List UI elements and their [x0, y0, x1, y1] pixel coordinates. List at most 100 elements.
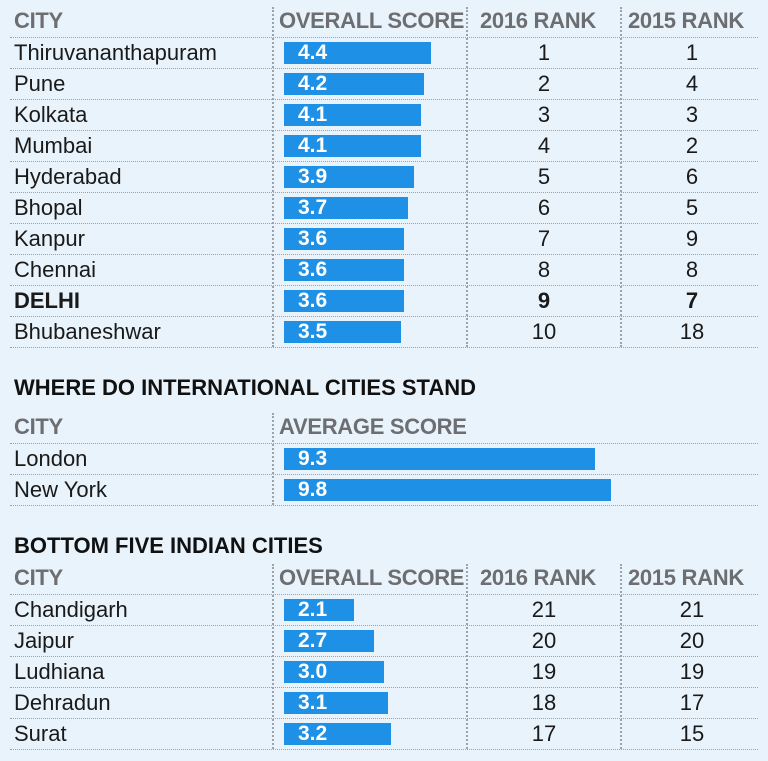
table-row: Bhopal 3.7 6 5 [0, 192, 768, 223]
table-row: Thiruvananthapuram 4.4 1 1 [0, 37, 768, 68]
row-divider [10, 316, 758, 317]
score-label: 4.2 [298, 72, 328, 95]
rank-2016: 19 [531, 659, 557, 684]
rank-2015: 21 [679, 597, 705, 622]
column-separator [620, 564, 622, 749]
rank-2015: 18 [679, 319, 705, 344]
score-label: 3.0 [298, 660, 328, 683]
row-divider [10, 254, 758, 255]
row-divider [10, 474, 758, 475]
column-header: CITY [14, 565, 63, 590]
rank-2016: 17 [531, 721, 557, 746]
rank-2016: 2 [537, 71, 551, 96]
rank-2015: 19 [679, 659, 705, 684]
score-bar: 4.4 [284, 42, 431, 64]
rank-2015: 20 [679, 628, 705, 653]
city-name: Pune [14, 71, 66, 96]
row-divider [10, 99, 758, 100]
table-row: New York 9.8 [0, 474, 768, 505]
rank-2015: 6 [685, 164, 699, 189]
row-divider [10, 687, 758, 688]
row-divider [10, 347, 758, 348]
score-bar: 3.1 [284, 692, 388, 714]
city-name: Mumbai [14, 133, 93, 158]
rank-2016: 18 [531, 690, 557, 715]
score-bar: 3.9 [284, 166, 414, 188]
rank-2015: 5 [685, 195, 699, 220]
score-label: 3.1 [298, 691, 328, 714]
score-bar: 9.3 [284, 448, 595, 470]
score-bar: 3.6 [284, 259, 404, 281]
rank-2016: 3 [537, 102, 551, 127]
rank-2015: 7 [685, 288, 699, 313]
score-label: 4.1 [298, 103, 328, 126]
city-name: Ludhiana [14, 659, 105, 684]
row-divider [10, 130, 758, 131]
city-name: Kolkata [14, 102, 88, 127]
row-divider [10, 625, 758, 626]
column-separator [272, 7, 274, 347]
score-label: 9.8 [298, 478, 328, 501]
city-name: Dehradun [14, 690, 111, 715]
score-label: 3.2 [298, 722, 328, 745]
score-bar: 3.5 [284, 321, 401, 343]
column-header: 2015 RANK [628, 565, 744, 590]
row-divider [10, 223, 758, 224]
table-row: Kanpur 3.6 7 9 [0, 223, 768, 254]
table-row: Ludhiana 3.0 19 19 [0, 656, 768, 687]
city-name: Surat [14, 721, 67, 746]
score-bar: 4.2 [284, 73, 424, 95]
column-header: OVERALL SCORE [279, 565, 465, 590]
section-title: BOTTOM FIVE INDIAN CITIES [14, 533, 323, 558]
score-label: 3.7 [298, 196, 328, 219]
column-header: 2015 RANK [628, 8, 744, 33]
header-divider [10, 37, 758, 38]
rank-2015: 3 [685, 102, 699, 127]
column-separator [620, 7, 622, 347]
score-bar: 4.1 [284, 104, 421, 126]
table-row: Bhubaneshwar 3.5 10 18 [0, 316, 768, 347]
score-bar: 3.6 [284, 290, 404, 312]
score-label: 9.3 [298, 447, 328, 470]
city-name: DELHI [14, 288, 80, 313]
score-bar: 3.2 [284, 723, 391, 745]
table-header: CITY OVERALL SCORE 2016 RANK 2015 RANK [0, 562, 768, 594]
row-divider [10, 161, 758, 162]
city-name: Thiruvananthapuram [14, 40, 218, 65]
rank-2015: 4 [685, 71, 699, 96]
column-separator [466, 564, 468, 749]
rank-2016: 20 [531, 628, 557, 653]
score-label: 4.1 [298, 134, 328, 157]
table-header: CITY AVERAGE SCORE [0, 411, 768, 443]
table-row: Chennai 3.6 8 8 [0, 254, 768, 285]
rank-2015: 17 [679, 690, 705, 715]
table-row: Kolkata 4.1 3 3 [0, 99, 768, 130]
score-label: 3.5 [298, 320, 328, 343]
table-row: London 9.3 [0, 443, 768, 474]
city-name: Chennai [14, 257, 96, 282]
column-header: AVERAGE SCORE [279, 414, 467, 439]
column-separator [272, 564, 274, 749]
rank-2016: 5 [537, 164, 551, 189]
table-row: Surat 3.2 17 15 [0, 718, 768, 749]
score-bar: 4.1 [284, 135, 421, 157]
rank-2016: 10 [531, 319, 557, 344]
score-label: 2.1 [298, 598, 328, 621]
score-bar: 3.0 [284, 661, 384, 683]
city-name: Bhopal [14, 195, 83, 220]
row-divider [10, 68, 758, 69]
row-divider [10, 192, 758, 193]
column-header: OVERALL SCORE [279, 8, 465, 33]
column-header: 2016 RANK [480, 8, 596, 33]
rank-2016: 1 [537, 40, 551, 65]
rank-2016: 21 [531, 597, 557, 622]
city-name: Jaipur [14, 628, 74, 653]
row-divider [10, 505, 758, 506]
score-label: 3.6 [298, 227, 328, 250]
rank-2016: 7 [537, 226, 551, 251]
column-separator [272, 413, 274, 505]
table-row: Dehradun 3.1 18 17 [0, 687, 768, 718]
rank-2015: 1 [685, 40, 699, 65]
city-name: London [14, 446, 88, 471]
row-divider [10, 656, 758, 657]
